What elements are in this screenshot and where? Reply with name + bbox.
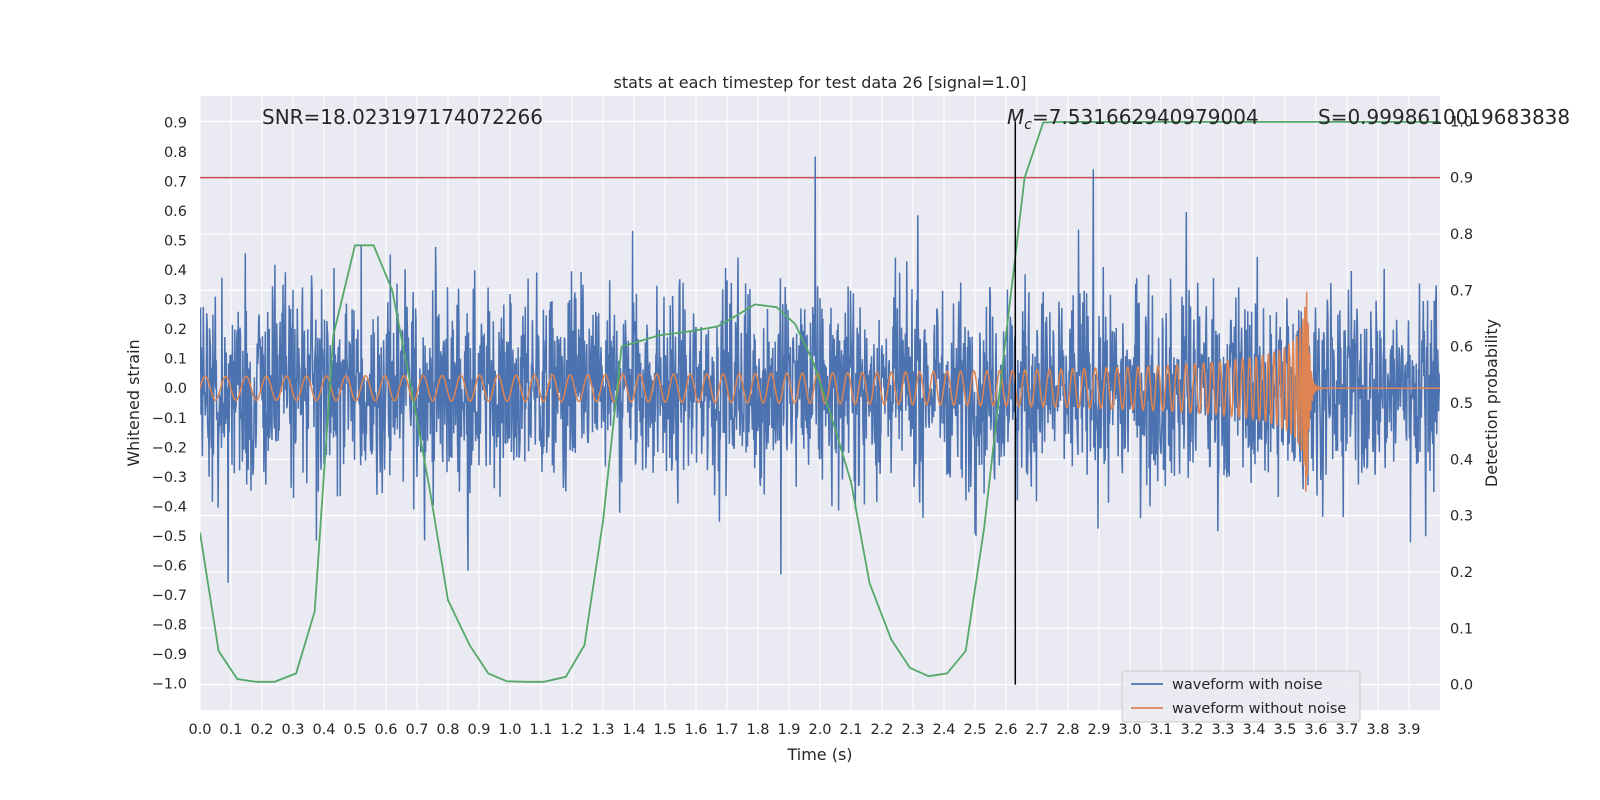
y-tick-label: −0.7	[152, 588, 187, 604]
x-tick-label: 2.6	[994, 722, 1017, 738]
x-tick-label: 1.0	[498, 722, 521, 738]
mc-value: =7.531662940979004	[1032, 105, 1259, 129]
s-annotation: S=0.9998610019683838	[1318, 105, 1570, 129]
x-tick-label: 2.0	[808, 722, 831, 738]
y-tick-label: 0.0	[164, 381, 187, 397]
legend-label-noise: waveform with noise	[1172, 677, 1323, 693]
y-tick-label: 0.3	[164, 293, 187, 309]
y-tick-label: 0.5	[164, 234, 187, 250]
y2-tick-label: 0.2	[1450, 565, 1473, 581]
y-tick-label: −0.4	[152, 499, 187, 515]
x-tick-label: 2.3	[901, 722, 924, 738]
y-tick-label: 0.8	[164, 145, 187, 161]
x-tick-label: 3.3	[1211, 722, 1234, 738]
y2-tick-label: 0.4	[1450, 452, 1473, 468]
y-tick-label: −0.8	[152, 617, 187, 633]
y2-tick-label: 0.9	[1450, 171, 1473, 187]
x-tick-label: 1.9	[777, 722, 800, 738]
snr-annotation: SNR=18.023197174072266	[262, 105, 543, 129]
y2-axis-label: Detection probability	[1482, 319, 1501, 487]
x-tick-label: 0.5	[343, 722, 366, 738]
x-tick-label: 2.1	[839, 722, 862, 738]
x-tick-label: 1.5	[653, 722, 676, 738]
mc-symbol: M	[1007, 105, 1024, 129]
x-tick-label: 1.8	[746, 722, 769, 738]
mc-subscript: c	[1024, 117, 1032, 133]
chart-title: stats at each timestep for test data 26 …	[614, 73, 1027, 92]
x-tick-label: 2.8	[1056, 722, 1079, 738]
x-tick-label: 3.4	[1242, 722, 1265, 738]
x-tick-label: 2.4	[932, 722, 955, 738]
x-tick-label: 3.1	[1149, 722, 1172, 738]
y2-tick-label: 1.0	[1450, 114, 1473, 130]
x-tick-label: 0.1	[219, 722, 242, 738]
x-tick-label: 0.0	[188, 722, 211, 738]
y-tick-label: −1.0	[152, 676, 187, 692]
x-tick-label: 1.1	[529, 722, 552, 738]
x-tick-label: 0.4	[312, 722, 335, 738]
x-tick-label: 1.6	[684, 722, 707, 738]
x-tick-labels: 0.0 0.1 0.2 0.3 0.4 0.5 0.6 0.7 0.8 0.9 1.0 1.1 1.2 1…	[188, 722, 1420, 738]
y-tick-label: 0.6	[164, 204, 187, 220]
y-tick-label: −0.3	[152, 470, 187, 486]
y2-tick-label: 0.5	[1450, 396, 1473, 412]
x-tick-label: 3.5	[1273, 722, 1296, 738]
x-tick-label: 0.8	[436, 722, 459, 738]
y-axis-label: Whitened strain	[124, 339, 143, 466]
series-waveform-with-noise	[200, 156, 1440, 583]
x-tick-label: 3.0	[1118, 722, 1141, 738]
x-tick-label: 0.9	[467, 722, 490, 738]
y2-tick-label: 0.1	[1450, 621, 1473, 637]
x-tick-label: 3.9	[1397, 722, 1420, 738]
x-tick-label: 0.6	[374, 722, 397, 738]
x-tick-label: 2.5	[963, 722, 986, 738]
y2-tick-label: 0.8	[1450, 227, 1473, 243]
legend-label-no-noise: waveform without noise	[1172, 701, 1346, 717]
y-tick-label: −0.1	[152, 411, 187, 427]
series-detection-probability	[200, 121, 1440, 683]
y-tick-labels: 0.9 0.8 0.7 0.6 0.5 0.4 0.3 0.2 0.1 0.0 −0.1 −0.2 −0…	[152, 116, 187, 693]
x-tick-label: 3.7	[1335, 722, 1358, 738]
y2-tick-label: 0.6	[1450, 340, 1473, 356]
x-tick-label: 0.2	[250, 722, 273, 738]
x-tick-label: 3.6	[1304, 722, 1327, 738]
y2-tick-label: 0.7	[1450, 283, 1473, 299]
x-tick-label: 2.9	[1087, 722, 1110, 738]
y-tick-label: −0.9	[152, 647, 187, 663]
x-tick-label: 0.3	[281, 722, 304, 738]
mc-annotation: Mc=7.531662940979004	[1007, 105, 1259, 133]
x-tick-label: 2.2	[870, 722, 893, 738]
x-tick-label: 2.7	[1025, 722, 1048, 738]
y-tick-label: 0.4	[164, 263, 187, 279]
y-tick-label: 0.7	[164, 175, 187, 191]
x-tick-label: 1.7	[715, 722, 738, 738]
x-tick-label: 1.3	[591, 722, 614, 738]
x-tick-label: 3.2	[1180, 722, 1203, 738]
y-tick-label: 0.2	[164, 322, 187, 338]
x-axis-label: Time (s)	[786, 745, 852, 764]
legend: waveform with noise waveform without noi…	[1121, 670, 1361, 723]
x-tick-label: 1.4	[622, 722, 645, 738]
y2-tick-label: 0.0	[1450, 678, 1473, 694]
y2-tick-labels: 1.0 0.9 0.8 0.7 0.6 0.5 0.4 0.3 0.2 0.1 0.0	[1450, 114, 1473, 693]
y2-tick-label: 0.3	[1450, 509, 1473, 525]
x-tick-label: 3.8	[1366, 722, 1389, 738]
x-tick-label: 0.7	[405, 722, 428, 738]
y-tick-label: −0.6	[152, 558, 187, 574]
y-tick-label: −0.5	[152, 529, 187, 545]
y-tick-label: 0.9	[164, 116, 187, 132]
x-tick-label: 1.2	[560, 722, 583, 738]
y-tick-label: 0.1	[164, 352, 187, 368]
y-tick-label: −0.2	[152, 440, 187, 456]
legend-box	[1121, 670, 1361, 723]
